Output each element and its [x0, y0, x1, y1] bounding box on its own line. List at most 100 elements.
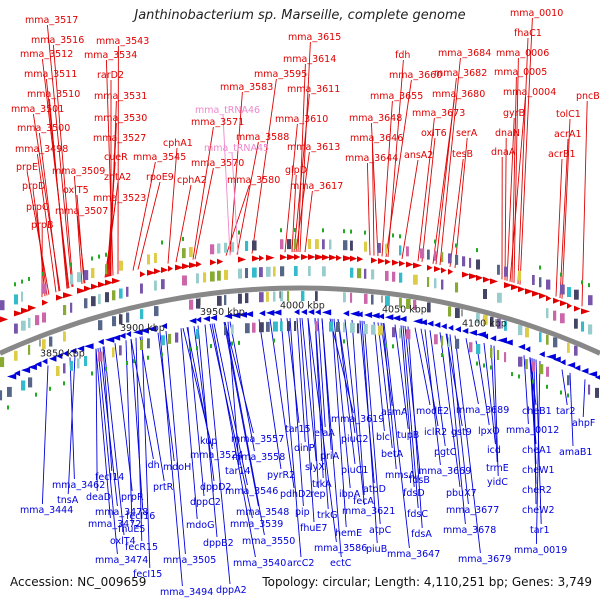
gene-label[interactable]: mma_3648: [349, 113, 402, 124]
gene-label[interactable]: fecI16: [126, 511, 155, 522]
gene-label[interactable]: mma_3655: [370, 91, 423, 102]
gene-label[interactable]: cphA2: [177, 175, 207, 186]
gene-label[interactable]: mma_3673: [412, 108, 465, 119]
gene-label[interactable]: elaA: [314, 428, 335, 439]
gene-label[interactable]: mma_3512: [20, 49, 73, 60]
gene-label[interactable]: mma_3530: [94, 113, 147, 124]
gene-label[interactable]: serA: [456, 128, 478, 139]
gene-label[interactable]: dppA2: [216, 585, 247, 596]
gene-label[interactable]: mma_3531: [94, 91, 147, 102]
gene-label[interactable]: mma_3558: [232, 452, 285, 463]
gene-label[interactable]: pip: [295, 507, 310, 518]
gene-label[interactable]: mma_3505: [163, 555, 216, 566]
gene-label[interactable]: pgtC: [434, 447, 457, 458]
gene-label[interactable]: dppB2: [203, 538, 234, 549]
gene-label[interactable]: cheW1: [522, 465, 555, 476]
gene-label[interactable]: mma_3494: [160, 587, 213, 598]
gene-label[interactable]: mma_tRNA45: [204, 143, 269, 154]
gene-label[interactable]: betA: [381, 449, 404, 460]
gene-label[interactable]: ahpF: [572, 418, 595, 429]
gene-label[interactable]: dinP: [294, 443, 315, 454]
gene-label[interactable]: mma_0006: [496, 48, 549, 59]
gene-label[interactable]: dnaA: [491, 147, 516, 158]
gene-label[interactable]: mma_3669: [418, 466, 471, 477]
gene-label[interactable]: mma_3644: [345, 153, 398, 164]
gene-label[interactable]: fecA: [353, 496, 374, 507]
gene-label[interactable]: trkG: [317, 510, 338, 521]
gene-label[interactable]: slyX: [305, 462, 325, 473]
gene-label[interactable]: piuC2: [341, 434, 368, 445]
gene-label[interactable]: mma_3613: [287, 142, 340, 153]
gene-label[interactable]: mma_3571: [191, 117, 244, 128]
gene-label[interactable]: mma_3539: [230, 519, 283, 530]
gene-label[interactable]: mma_3524: [190, 450, 243, 461]
gene-label[interactable]: mma_3619: [331, 414, 384, 425]
gene-label[interactable]: tesB: [452, 149, 473, 160]
gene-label[interactable]: ectC: [330, 558, 352, 569]
gene-label[interactable]: mma_0004: [503, 87, 556, 98]
gene-label[interactable]: mma_3534: [84, 50, 137, 61]
gene-label[interactable]: atpC: [369, 525, 392, 536]
gene-label[interactable]: piuB: [366, 544, 387, 555]
gene-label[interactable]: modE2: [416, 406, 449, 417]
gene-label[interactable]: deaD: [86, 492, 111, 503]
gene-label[interactable]: mma_3509: [52, 166, 105, 177]
gene-label[interactable]: arcC2: [287, 558, 314, 569]
gene-label[interactable]: fdsB: [409, 475, 430, 486]
gene-label[interactable]: glpD: [285, 165, 307, 176]
gene-label[interactable]: mma_3517: [25, 15, 78, 26]
gene-label[interactable]: mma_3647: [387, 549, 440, 560]
gene-label[interactable]: prpD: [22, 181, 45, 192]
gene-label[interactable]: pdhD2: [280, 489, 311, 500]
gene-label[interactable]: tupB: [397, 430, 419, 441]
gene-label[interactable]: mma_3462: [52, 480, 105, 491]
gene-label[interactable]: oxlT5: [63, 185, 89, 196]
gene-label[interactable]: atpD: [363, 484, 386, 495]
gene-label[interactable]: mma_3540: [233, 558, 286, 569]
gene-label[interactable]: prpR: [121, 492, 144, 503]
gene-label[interactable]: dppD2: [200, 482, 231, 493]
gene-label[interactable]: mma_3507: [55, 206, 108, 217]
gene-label[interactable]: yidC: [487, 477, 508, 488]
gene-label[interactable]: mma_3689: [456, 405, 509, 416]
gene-label[interactable]: mma_3478: [95, 507, 148, 518]
gene-label[interactable]: prpB: [31, 220, 53, 231]
gene-label[interactable]: trmE: [486, 463, 509, 474]
gene-label[interactable]: mma_3444: [20, 505, 73, 516]
gene-label[interactable]: mma_3586: [314, 543, 367, 554]
gene-label[interactable]: mma_3615: [288, 32, 341, 43]
gene-label[interactable]: tnsA: [57, 495, 79, 506]
gene-label[interactable]: icd: [487, 445, 501, 456]
gene-label[interactable]: cheR2: [522, 485, 552, 496]
gene-label[interactable]: rarD2: [97, 70, 124, 81]
gene-label[interactable]: mma_3621: [342, 506, 395, 517]
gene-label[interactable]: mma_3680: [432, 89, 485, 100]
gene-label[interactable]: piuC1: [341, 465, 368, 476]
gene-label[interactable]: mma_3595: [254, 69, 307, 80]
gene-label[interactable]: cheW2: [522, 505, 555, 516]
gene-label[interactable]: tar15: [285, 424, 311, 435]
gene-label[interactable]: fecR15: [125, 542, 158, 553]
gene-label[interactable]: mma_3679: [458, 554, 511, 565]
gene-label[interactable]: pyrR2: [267, 470, 295, 481]
gene-label[interactable]: ibpA: [339, 489, 361, 500]
gene-label[interactable]: mma_3684: [438, 48, 491, 59]
gene-label[interactable]: fdsA: [411, 529, 432, 540]
gene-label[interactable]: mma_3570: [191, 158, 244, 169]
gene-label[interactable]: mdoG: [186, 520, 214, 531]
gene-label[interactable]: tar14: [225, 466, 251, 477]
gene-label[interactable]: gyrB: [503, 108, 525, 119]
gene-label[interactable]: tolC1: [556, 109, 581, 120]
gene-label[interactable]: mma_0010: [510, 8, 563, 19]
gene-label[interactable]: mma_3511: [24, 69, 77, 80]
gene-label[interactable]: mma_3516: [31, 35, 84, 46]
gene-label[interactable]: cueR: [104, 152, 128, 163]
gene-label[interactable]: mma_3546: [225, 486, 278, 497]
gene-label[interactable]: mma_3611: [287, 84, 340, 95]
gene-label[interactable]: lpxO: [478, 426, 500, 437]
gene-label[interactable]: mma_3583: [220, 82, 273, 93]
gene-label[interactable]: fhuE7: [300, 523, 327, 534]
gene-label[interactable]: dppC2: [190, 497, 221, 508]
gene-label[interactable]: mma_3548: [236, 507, 289, 518]
gene-label[interactable]: cheB1: [522, 406, 552, 417]
